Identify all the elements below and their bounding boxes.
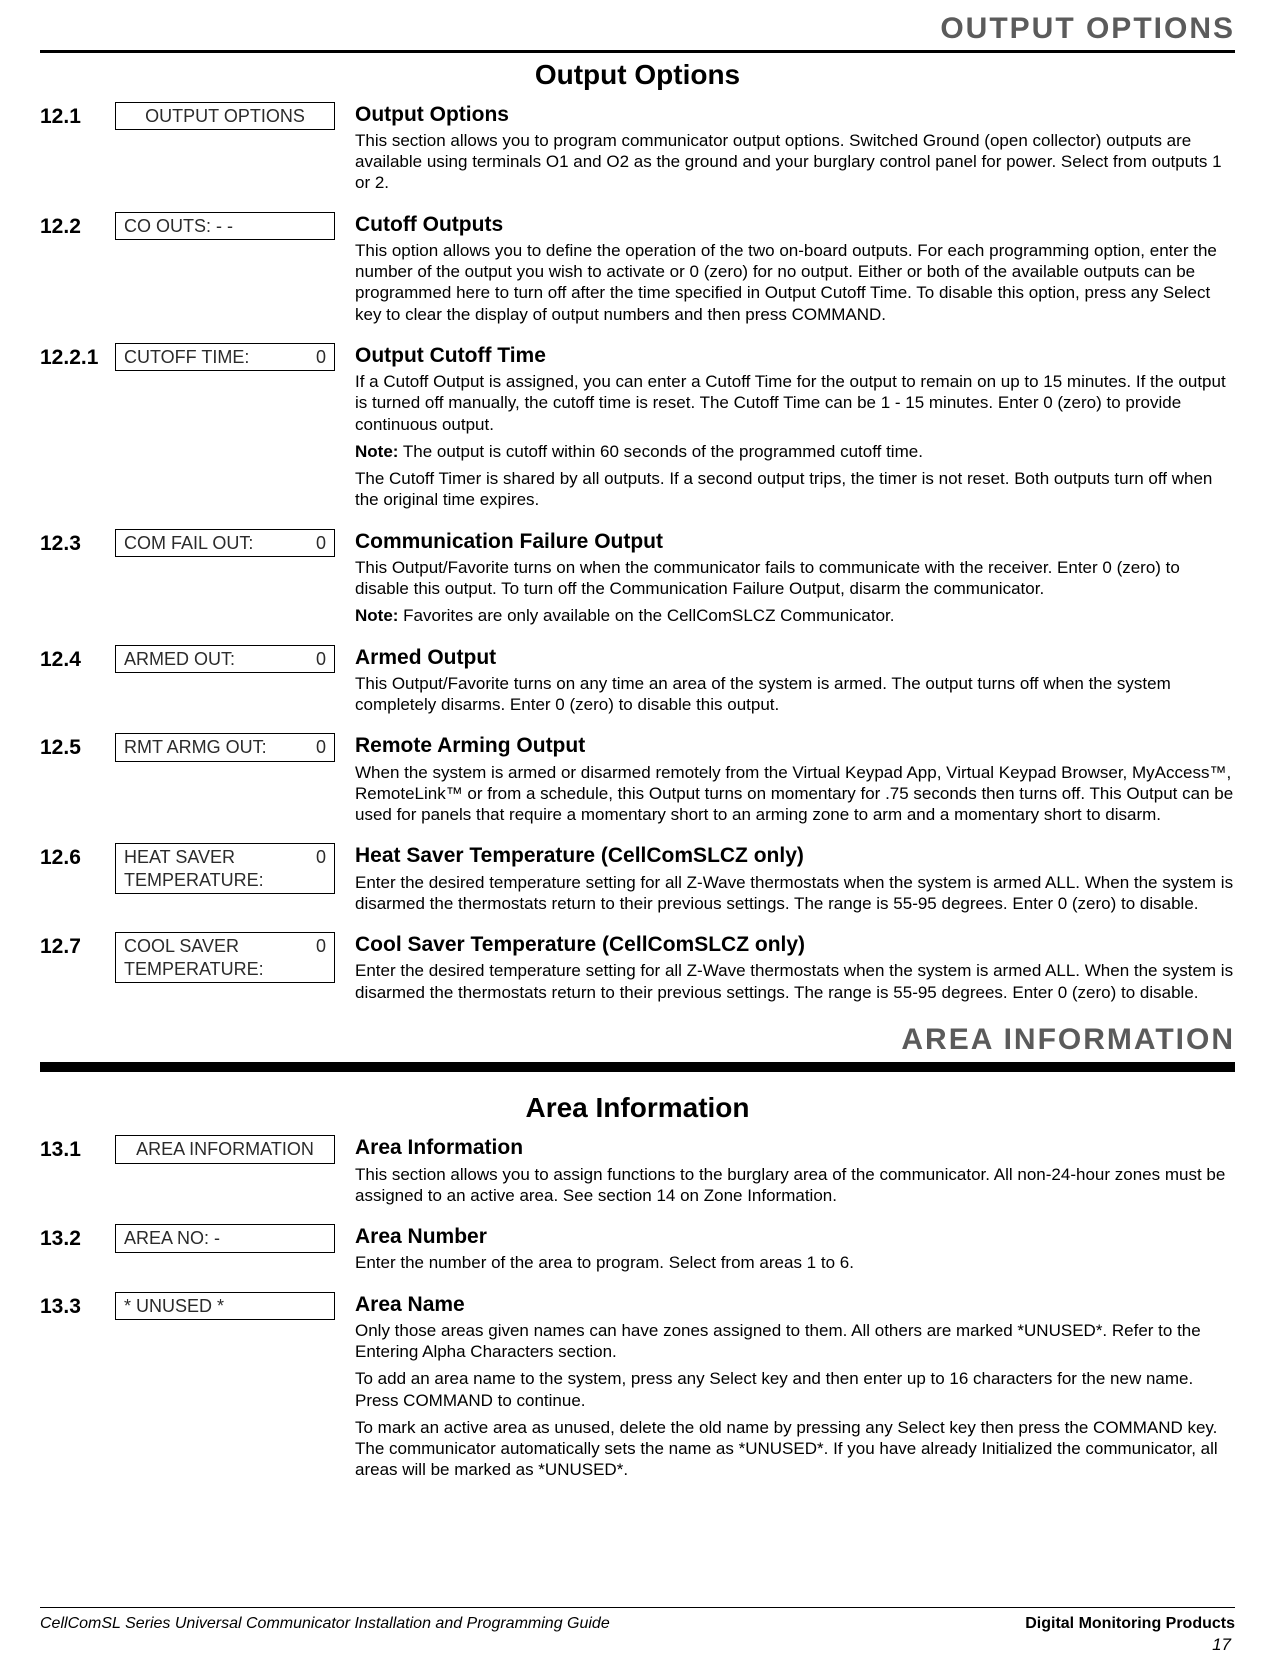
option-row: 12.4 ARMED OUT: 0 Armed OutputThis Output/F…: [40, 645, 1235, 722]
lcd-label: CUTOFF TIME:: [124, 346, 249, 369]
section-number: 12.3: [40, 529, 115, 557]
option-content: Cutoff OutputsThis option allows you to …: [355, 212, 1235, 331]
option-row: 13.2 AREA NO: - Area NumberEnter the numbe…: [40, 1224, 1235, 1280]
option-title: Cool Saver Temperature (CellComSLCZ only…: [355, 932, 1235, 958]
option-paragraph: Note: The output is cutoff within 60 sec…: [355, 441, 1235, 462]
lcd-display: COM FAIL OUT: 0: [115, 529, 335, 558]
page-title-output-options: Output Options: [40, 57, 1235, 92]
lcd-display: AREA NO: -: [115, 1224, 335, 1253]
option-paragraph: When the system is armed or disarmed rem…: [355, 762, 1235, 826]
option-row: 13.3 * UNUSED * Area NameOnly those areas …: [40, 1292, 1235, 1487]
option-row: 12.7 COOL SAVER TEMPERATURE: 0 Cool Saver T…: [40, 932, 1235, 1009]
option-content: Communication Failure OutputThis Output/…: [355, 529, 1235, 633]
lcd-value: 0: [308, 532, 326, 555]
option-paragraph: Enter the desired temperature setting fo…: [355, 960, 1235, 1003]
lcd-label: AREA NO: -: [124, 1227, 220, 1250]
lcd-display: HEAT SAVER TEMPERATURE: 0: [115, 843, 335, 894]
option-title: Cutoff Outputs: [355, 212, 1235, 238]
section-number: 13.1: [40, 1135, 115, 1163]
option-title: Remote Arming Output: [355, 733, 1235, 759]
option-row: 12.5 RMT ARMG OUT: 0 Remote Arming Output Wh…: [40, 733, 1235, 831]
option-content: Remote Arming Output When the system is a…: [355, 733, 1235, 831]
option-paragraph: This section allows you to assign functi…: [355, 1164, 1235, 1207]
option-content: Area NameOnly those areas given names ca…: [355, 1292, 1235, 1487]
section-output-options: 12.1 OUTPUT OPTIONS Output OptionsThis sec…: [40, 102, 1235, 1009]
option-row: 12.6 HEAT SAVER TEMPERATURE: 0 Heat Saver T…: [40, 843, 1235, 920]
page-title-area-information: Area Information: [40, 1090, 1235, 1125]
option-title: Heat Saver Temperature (CellComSLCZ only…: [355, 843, 1235, 869]
option-paragraph: To add an area name to the system, press…: [355, 1368, 1235, 1411]
option-content: Output Cutoff TimeIf a Cutoff Output is …: [355, 343, 1235, 517]
lcd-value: 0: [308, 846, 326, 869]
lcd-label: CO OUTS: - -: [124, 215, 233, 238]
lcd-label: AREA INFORMATION: [136, 1138, 314, 1161]
option-paragraph: This section allows you to program commu…: [355, 130, 1235, 194]
option-title: Output Options: [355, 102, 1235, 128]
section-number: 12.1: [40, 102, 115, 130]
option-paragraph: Enter the number of the area to program.…: [355, 1252, 1235, 1273]
option-row: 12.1 OUTPUT OPTIONS Output OptionsThis sec…: [40, 102, 1235, 200]
option-title: Area Name: [355, 1292, 1235, 1318]
option-title: Area Information: [355, 1135, 1235, 1161]
divider-bar: [40, 1062, 1235, 1072]
lcd-display: RMT ARMG OUT: 0: [115, 733, 335, 762]
section-number: 12.5: [40, 733, 115, 761]
lcd-display: AREA INFORMATION: [115, 1135, 335, 1164]
footer-left: CellComSL Series Universal Communicator …: [40, 1614, 610, 1655]
option-content: Area Information This section allows you …: [355, 1135, 1235, 1212]
header-band-output-options: OUTPUT OPTIONS: [40, 10, 1235, 53]
lcd-label: HEAT SAVER TEMPERATURE:: [124, 846, 264, 891]
option-paragraph: Enter the desired temperature setting fo…: [355, 872, 1235, 915]
option-title: Output Cutoff Time: [355, 343, 1235, 369]
lcd-display: OUTPUT OPTIONS: [115, 102, 335, 131]
header-band-area-information: AREA INFORMATION: [40, 1021, 1235, 1061]
lcd-value: 0: [308, 648, 326, 671]
option-paragraph: To mark an active area as unused, delete…: [355, 1417, 1235, 1481]
option-paragraph: Note: Favorites are only available on th…: [355, 605, 1235, 626]
option-paragraph: This option allows you to define the ope…: [355, 240, 1235, 325]
section-area-information: 13.1 AREA INFORMATION Area Information This…: [40, 1135, 1235, 1486]
option-content: Armed OutputThis Output/Favorite turns o…: [355, 645, 1235, 722]
option-paragraph: The Cutoff Timer is shared by all output…: [355, 468, 1235, 511]
option-row: 12.2.1 CUTOFF TIME: 0 Output Cutoff TimeIf …: [40, 343, 1235, 517]
page-number: 17: [1025, 1634, 1235, 1655]
option-title: Armed Output: [355, 645, 1235, 671]
section-number: 12.2: [40, 212, 115, 240]
option-title: Communication Failure Output: [355, 529, 1235, 555]
option-row: 12.2 CO OUTS: - - Cutoff OutputsThis optio…: [40, 212, 1235, 331]
option-paragraph: Only those areas given names can have zo…: [355, 1320, 1235, 1363]
option-row: 12.3 COM FAIL OUT: 0 Communication Failure …: [40, 529, 1235, 633]
lcd-display: CUTOFF TIME: 0: [115, 343, 335, 372]
lcd-display: ARMED OUT: 0: [115, 645, 335, 674]
option-content: Output OptionsThis section allows you to…: [355, 102, 1235, 200]
footer-right: Digital Monitoring Products: [1025, 1614, 1235, 1634]
section-number: 13.2: [40, 1224, 115, 1252]
lcd-display: CO OUTS: - -: [115, 212, 335, 241]
section-number: 12.4: [40, 645, 115, 673]
lcd-label: RMT ARMG OUT:: [124, 736, 267, 759]
option-title: Area Number: [355, 1224, 1235, 1250]
lcd-label: * UNUSED *: [124, 1295, 224, 1318]
lcd-display: * UNUSED *: [115, 1292, 335, 1321]
lcd-label: COOL SAVER TEMPERATURE:: [124, 935, 264, 980]
option-content: Area NumberEnter the number of the area …: [355, 1224, 1235, 1280]
lcd-label: ARMED OUT:: [124, 648, 235, 671]
section-number: 12.2.1: [40, 343, 115, 371]
section-number: 13.3: [40, 1292, 115, 1320]
lcd-value: 0: [308, 736, 326, 759]
option-paragraph: This Output/Favorite turns on any time a…: [355, 673, 1235, 716]
lcd-value: 0: [308, 346, 326, 369]
lcd-label: OUTPUT OPTIONS: [145, 105, 305, 128]
option-content: Cool Saver Temperature (CellComSLCZ only…: [355, 932, 1235, 1009]
option-paragraph: If a Cutoff Output is assigned, you can …: [355, 371, 1235, 435]
lcd-label: COM FAIL OUT:: [124, 532, 253, 555]
lcd-display: COOL SAVER TEMPERATURE: 0: [115, 932, 335, 983]
page-footer: CellComSL Series Universal Communicator …: [40, 1607, 1235, 1655]
section-number: 12.7: [40, 932, 115, 960]
lcd-value: 0: [308, 935, 326, 958]
section-number: 12.6: [40, 843, 115, 871]
option-row: 13.1 AREA INFORMATION Area Information This…: [40, 1135, 1235, 1212]
option-content: Heat Saver Temperature (CellComSLCZ only…: [355, 843, 1235, 920]
option-paragraph: This Output/Favorite turns on when the c…: [355, 557, 1235, 600]
